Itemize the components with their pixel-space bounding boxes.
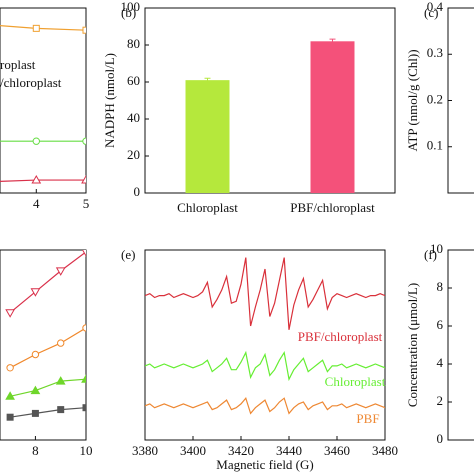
x-axis-label: Magnetic field (G) — [216, 457, 313, 472]
marker — [55, 267, 66, 276]
marker — [5, 391, 15, 400]
y-tick-label: 8 — [437, 279, 444, 294]
y-axis-label: NADPH (nmol/L) — [102, 53, 117, 148]
marker — [31, 350, 40, 359]
series-line — [145, 257, 385, 330]
panel-label: (e) — [121, 247, 135, 262]
panel-label: (c) — [424, 5, 438, 20]
marker — [6, 364, 14, 372]
bar — [185, 80, 230, 193]
y-tick-label: 60 — [127, 73, 140, 88]
panel-label: (f) — [424, 247, 437, 262]
legend-text: roplast — [0, 57, 36, 72]
marker — [32, 137, 40, 145]
marker — [81, 175, 86, 184]
marker — [5, 309, 15, 318]
y-axis-label: Concentration (μmol/L) — [405, 283, 420, 407]
x-tick-label: 10 — [80, 443, 93, 458]
series-line — [145, 350, 385, 382]
x-tick-label: 3460 — [324, 443, 350, 458]
marker — [82, 26, 86, 34]
series-line — [145, 396, 385, 415]
plot-area — [5, 250, 86, 421]
y-axis-label: ATP (nmol/g (Chl)) — [405, 49, 420, 151]
y-tick-label: 6 — [437, 317, 444, 332]
series-line — [0, 25, 86, 31]
marker — [31, 409, 39, 417]
x-tick-label: 3400 — [180, 443, 206, 458]
series-label: PBF/chloroplast — [298, 329, 383, 344]
error-bar — [329, 38, 336, 44]
legend-text: /chloroplast — [0, 75, 62, 90]
series-line — [9, 378, 86, 397]
y-tick-label: 80 — [127, 36, 140, 51]
x-tick-label: 4 — [33, 196, 40, 211]
series-label: Chloroplast — [325, 374, 386, 389]
marker — [82, 250, 86, 257]
y-tick-label: 0.2 — [427, 91, 443, 106]
marker — [55, 376, 66, 385]
y-tick-label: 0 — [134, 184, 141, 199]
y-tick-label: 0 — [437, 431, 444, 446]
x-tick-label: Chloroplast — [177, 200, 238, 215]
marker — [81, 374, 86, 383]
y-tick-label: 10 — [430, 241, 443, 256]
x-tick-label: 3380 — [132, 443, 158, 458]
marker — [82, 324, 86, 332]
axes-frame — [0, 7, 87, 194]
x-tick-label: 3480 — [372, 443, 398, 458]
x-tick-label: 5 — [83, 196, 90, 211]
panel-label: (b) — [121, 5, 136, 20]
error-bar — [204, 77, 211, 82]
marker — [32, 24, 40, 32]
marker — [30, 288, 41, 297]
axes-frame — [0, 249, 87, 441]
axes-frame — [144, 7, 396, 194]
bar — [310, 41, 355, 193]
marker — [57, 406, 65, 414]
y-tick-label: 20 — [127, 147, 140, 162]
series-line — [9, 251, 86, 314]
x-tick-label: 8 — [32, 443, 39, 458]
x-tick-label: 3440 — [276, 443, 302, 458]
y-tick-label: 40 — [127, 110, 140, 125]
series-label: PBF — [356, 411, 379, 426]
axes-frame — [447, 249, 474, 441]
plot-area — [0, 24, 86, 184]
marker — [30, 385, 41, 395]
y-tick-label: 100 — [121, 0, 141, 14]
marker — [57, 339, 65, 347]
marker — [82, 404, 86, 412]
series-line — [9, 327, 86, 369]
y-tick-label: 4 — [437, 355, 444, 370]
series-line — [0, 179, 86, 183]
y-tick-label: 0.1 — [427, 138, 443, 153]
marker — [31, 175, 42, 184]
x-tick-label: PBF/chloroplast — [290, 200, 375, 215]
x-tick-label: 3420 — [228, 443, 254, 458]
marker — [6, 413, 14, 421]
y-tick-label: 2 — [437, 393, 444, 408]
y-tick-label: 0.3 — [427, 45, 443, 60]
series-line — [10, 407, 86, 418]
marker — [82, 137, 86, 145]
plot-area — [145, 257, 385, 415]
y-tick-label: 0.4 — [427, 0, 444, 14]
axes-frame — [144, 249, 386, 441]
